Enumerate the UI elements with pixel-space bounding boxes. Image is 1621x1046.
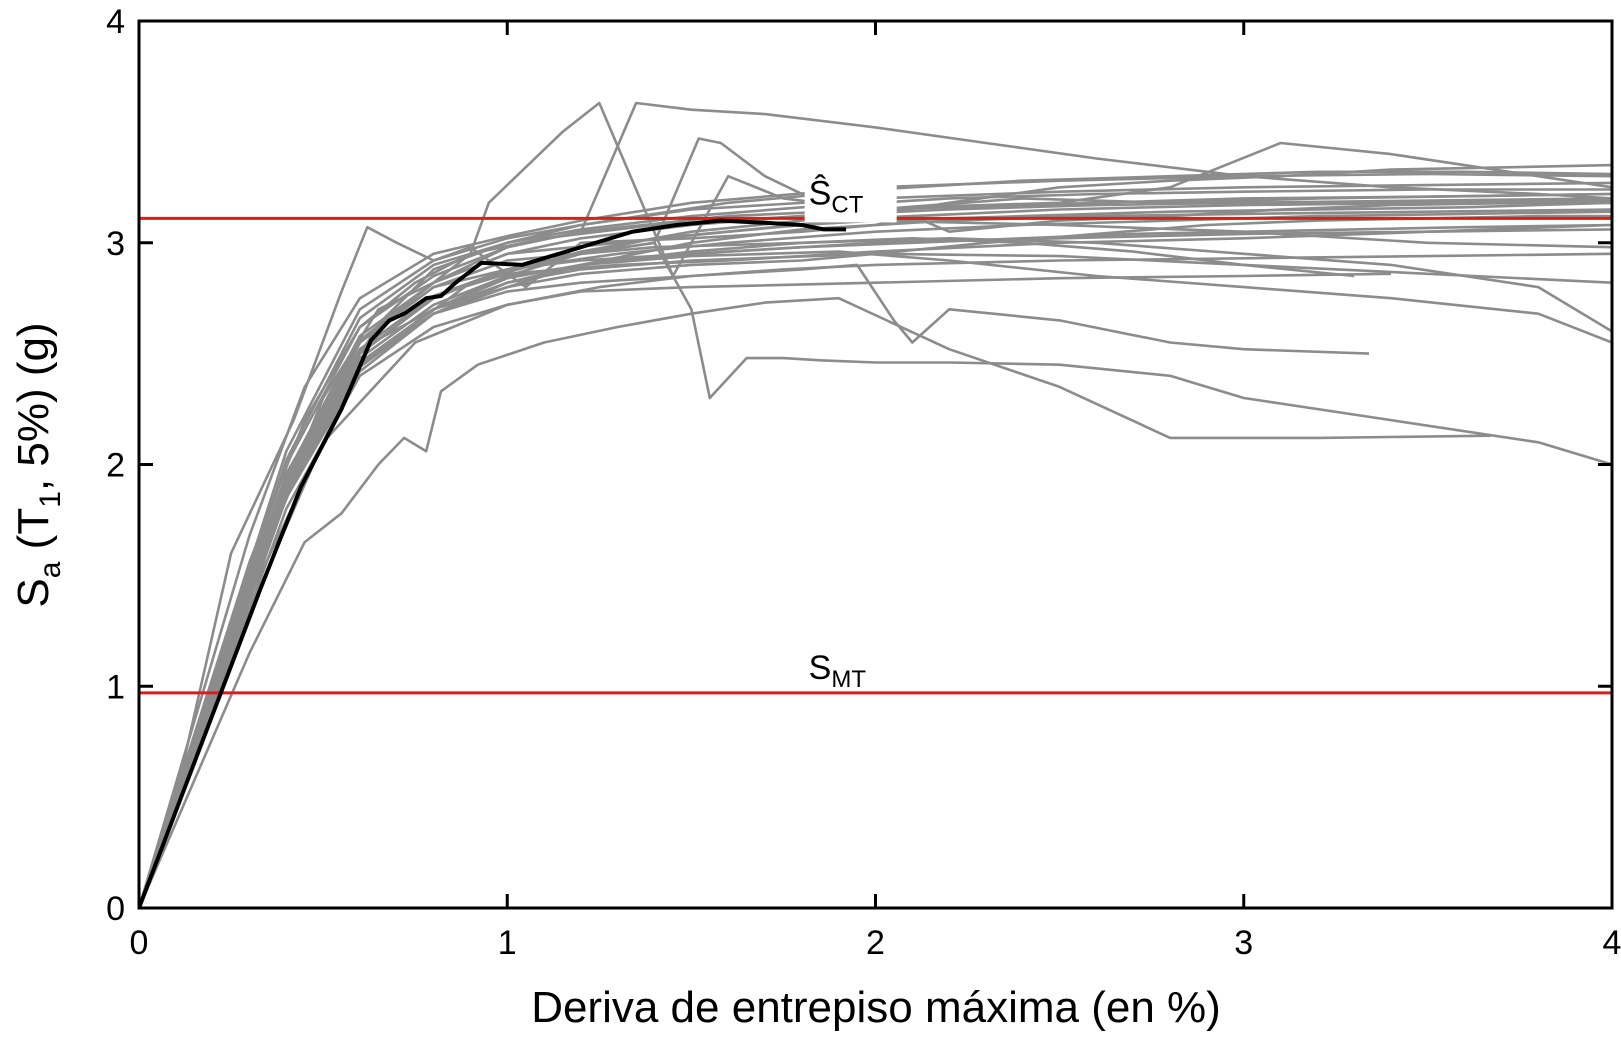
reference-labels: ŜCT SMT [804, 158, 897, 693]
y-tick-label-4: 4 [106, 3, 125, 41]
record-curves [139, 101, 1612, 908]
y-tick-label-1: 1 [106, 668, 125, 706]
reference-label-mt: SMT [809, 649, 867, 693]
record-curve-16 [139, 101, 1612, 908]
axis-ticks: 0 1 2 3 4 0 1 2 3 4 [106, 3, 1621, 962]
y-tick-label-3: 3 [106, 225, 125, 263]
record-curve-25 [139, 237, 1612, 908]
record-curve-12 [139, 197, 1612, 908]
record-curve-11 [139, 199, 1612, 908]
record-curve-20 [139, 263, 1370, 908]
reference-label-sub-ct: CT [831, 191, 863, 218]
y-tick-label-2: 2 [106, 447, 125, 485]
median-curve-layer [139, 218, 846, 908]
record-curve-13 [139, 237, 1355, 908]
x-tick-label-1: 1 [498, 924, 517, 962]
x-tick-label-0: 0 [130, 924, 149, 962]
y-axis-title-sub-a: a [34, 561, 67, 578]
x-axis-title: Deriva de entrepiso máxima (en %) [531, 983, 1221, 1032]
record-curve-26 [139, 223, 1612, 908]
record-curve-18 [139, 241, 1612, 908]
record-curve-24 [139, 214, 1612, 908]
x-tick-label-4: 4 [1603, 924, 1621, 962]
y-axis-title: Sa (T1, 5%) (g) [9, 322, 67, 607]
x-tick-label-3: 3 [1234, 924, 1253, 962]
y-axis-title-main: S [9, 578, 58, 607]
record-curve-19 [139, 296, 1491, 908]
y-axis-title-mid: (T [9, 508, 58, 562]
record-curve-22 [139, 228, 1612, 908]
reference-label-bg-ct [804, 158, 897, 223]
record-curve-6 [139, 192, 1612, 908]
reference-label-main-ct: Ŝ [809, 174, 832, 212]
reference-label-main-mt: S [809, 649, 832, 687]
x-tick-label-2: 2 [866, 924, 885, 962]
record-curve-28 [139, 250, 1612, 908]
y-axis-title-rest: , 5%) (g) [9, 322, 58, 491]
reference-lines [139, 216, 1612, 695]
reference-label-ct: ŜCT [809, 174, 864, 218]
record-curve-15 [139, 101, 1612, 908]
y-axis-title-sub-1: 1 [34, 491, 67, 508]
y-tick-label-0: 0 [106, 890, 125, 928]
record-curve-5 [139, 272, 1392, 908]
median-curve [139, 218, 846, 908]
reference-label-sub-mt: MT [831, 666, 866, 693]
record-curve-27 [139, 170, 1612, 908]
record-curve-4 [139, 172, 1612, 908]
record-curve-21 [139, 163, 1612, 908]
